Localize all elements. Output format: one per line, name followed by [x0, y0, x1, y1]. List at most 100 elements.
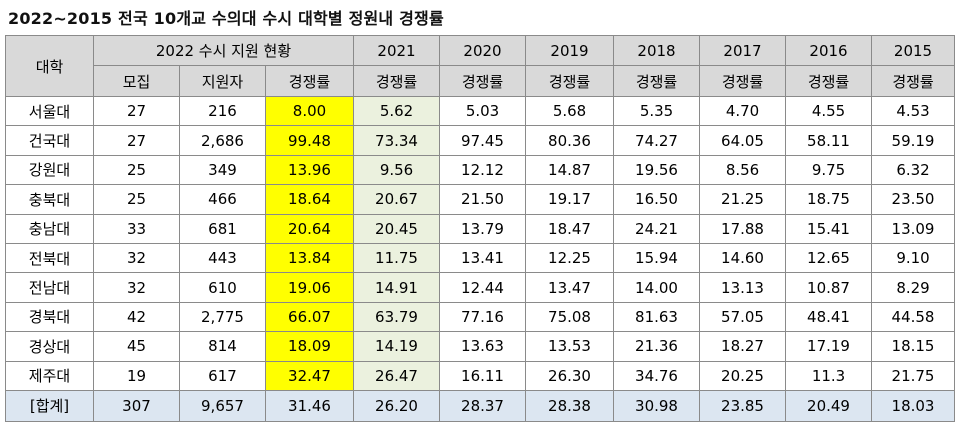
- university-cell: 경북대: [5, 301, 94, 333]
- rate-2018-cell: 14.00: [613, 272, 701, 303]
- table-row: 제주대 19 617 32.47 26.47 16.11 26.30 34.76 20.25 11…: [5, 360, 956, 391]
- rate-2021-cell: 20.45: [353, 213, 441, 244]
- applicants-cell: 216: [179, 95, 266, 127]
- header-year-2019: 2019: [525, 35, 615, 66]
- rate-2017-cell: 20.25: [699, 360, 787, 391]
- rate-2020-cell: 77.16: [439, 301, 527, 333]
- rate-2018-cell: 74.27: [613, 125, 701, 156]
- rate-2019-cell: 13.53: [525, 331, 615, 362]
- table-row: 전북대 32 443 13.84 11.75 13.41 12.25 15.94 14.60 12…: [5, 242, 956, 274]
- quota-cell: 307: [93, 389, 180, 422]
- rate-2019-cell: 19.17: [525, 184, 615, 215]
- quota-cell: 27: [93, 95, 180, 127]
- header-year-2021: 2021: [353, 35, 441, 66]
- quota-cell: 42: [93, 301, 180, 333]
- rate-2016-cell: 9.75: [785, 154, 873, 186]
- quota-cell: 33: [93, 213, 180, 244]
- applicants-cell: 349: [179, 154, 266, 186]
- rate-2016-cell: 4.55: [785, 95, 873, 127]
- header-year-2016: 2016: [785, 35, 873, 66]
- header-year-2018: 2018: [613, 35, 701, 66]
- rate-2019-cell: 5.68: [525, 95, 615, 127]
- header-year-2015: 2015: [871, 35, 956, 66]
- rate-2015-cell: 59.19: [871, 125, 956, 156]
- rate-2016-cell: 48.41: [785, 301, 873, 333]
- rate-2016-cell: 11.3: [785, 360, 873, 391]
- quota-cell: 32: [93, 272, 180, 303]
- rate-2017-cell: 4.70: [699, 95, 787, 127]
- quota-cell: 25: [93, 154, 180, 186]
- header-2022-group: 2022 수시 지원 현황: [92, 35, 355, 66]
- rate-2018-cell: 15.94: [613, 242, 701, 274]
- university-cell: 전남대: [5, 272, 94, 303]
- rate-2015-cell: 44.58: [871, 301, 956, 333]
- rate-2021-cell: 26.20: [353, 389, 441, 422]
- applicants-cell: 466: [179, 184, 266, 215]
- rate-2021-cell: 20.67: [353, 184, 441, 215]
- rate-2022-cell: 20.64: [264, 213, 355, 244]
- rate-2021-cell: 14.91: [353, 272, 441, 303]
- rate-2017-cell: 64.05: [699, 125, 787, 156]
- rate-2022-cell: 32.47: [264, 360, 355, 391]
- header-rate-2018: 경쟁률: [613, 65, 701, 97]
- rate-2016-cell: 12.65: [785, 242, 873, 274]
- header-row-2: 모집 지원자 경쟁률 경쟁률 경쟁률 경쟁률 경쟁률 경쟁률 경쟁률 경쟁률: [6, 65, 956, 97]
- rate-2022-cell: 13.96: [264, 154, 355, 186]
- applicants-cell: 814: [179, 331, 266, 362]
- rate-2018-cell: 21.36: [613, 331, 701, 362]
- rate-2019-cell: 18.47: [525, 213, 615, 244]
- rate-2019-cell: 13.47: [525, 272, 615, 303]
- rate-2015-cell: 21.75: [871, 360, 956, 391]
- applicants-cell: 617: [179, 360, 266, 391]
- rate-2022-cell: 18.09: [264, 331, 355, 362]
- rate-2021-cell: 11.75: [353, 242, 441, 274]
- rate-2017-cell: 18.27: [699, 331, 787, 362]
- rate-2017-cell: 21.25: [699, 184, 787, 215]
- page-title: 2022~2015 전국 10개교 수의대 수시 대학별 정원내 경쟁률: [8, 9, 444, 28]
- applicants-cell: 443: [179, 242, 266, 274]
- applicants-cell: 681: [179, 213, 266, 244]
- university-cell: 전북대: [5, 242, 94, 274]
- header-applicants: 지원자: [179, 65, 266, 97]
- header-quota: 모집: [93, 65, 180, 97]
- rate-2015-cell: 23.50: [871, 184, 956, 215]
- table-row: 서울대 27 216 8.00 5.62 5.03 5.68 5.35 4.70 4.55 4.53: [5, 95, 956, 127]
- applicants-cell: 9,657: [179, 389, 266, 422]
- applicants-cell: 2,775: [179, 301, 266, 333]
- table-body: 서울대 27 216 8.00 5.62 5.03 5.68 5.35 4.70 4.55 4.53…: [5, 95, 956, 422]
- rate-2021-cell: 14.19: [353, 331, 441, 362]
- quota-cell: 25: [93, 184, 180, 215]
- rate-2015-cell: 4.53: [871, 95, 956, 127]
- competition-rate-table: 대학 2022 수시 지원 현황 2021 2020 2019 2018 201…: [5, 35, 956, 422]
- rate-2017-cell: 14.60: [699, 242, 787, 274]
- university-cell: [합계]: [5, 389, 94, 422]
- university-cell: 경상대: [5, 331, 94, 362]
- rate-2018-cell: 16.50: [613, 184, 701, 215]
- university-cell: 제주대: [5, 360, 94, 391]
- rate-2021-cell: 5.62: [353, 95, 441, 127]
- rate-2020-cell: 13.79: [439, 213, 527, 244]
- rate-2018-cell: 5.35: [613, 95, 701, 127]
- applicants-cell: 2,686: [179, 125, 266, 156]
- rate-2022-cell: 66.07: [264, 301, 355, 333]
- rate-2016-cell: 20.49: [785, 389, 873, 422]
- rate-2020-cell: 13.41: [439, 242, 527, 274]
- rate-2021-cell: 63.79: [353, 301, 441, 333]
- rate-2016-cell: 15.41: [785, 213, 873, 244]
- rate-2021-cell: 26.47: [353, 360, 441, 391]
- rate-2019-cell: 80.36: [525, 125, 615, 156]
- rate-2018-cell: 34.76: [613, 360, 701, 391]
- header-year-2020: 2020: [439, 35, 527, 66]
- table-row: 전남대 32 610 19.06 14.91 12.44 13.47 14.00 13.13 10…: [5, 272, 956, 303]
- rate-2017-cell: 17.88: [699, 213, 787, 244]
- rate-2017-cell: 8.56: [699, 154, 787, 186]
- rate-2015-cell: 6.32: [871, 154, 956, 186]
- rate-2017-cell: 23.85: [699, 389, 787, 422]
- rate-2015-cell: 9.10: [871, 242, 956, 274]
- rate-2015-cell: 18.15: [871, 331, 956, 362]
- quota-cell: 19: [93, 360, 180, 391]
- university-cell: 강원대: [5, 154, 94, 186]
- rate-2017-cell: 13.13: [699, 272, 787, 303]
- rate-2022-cell: 31.46: [264, 389, 355, 422]
- rate-2016-cell: 10.87: [785, 272, 873, 303]
